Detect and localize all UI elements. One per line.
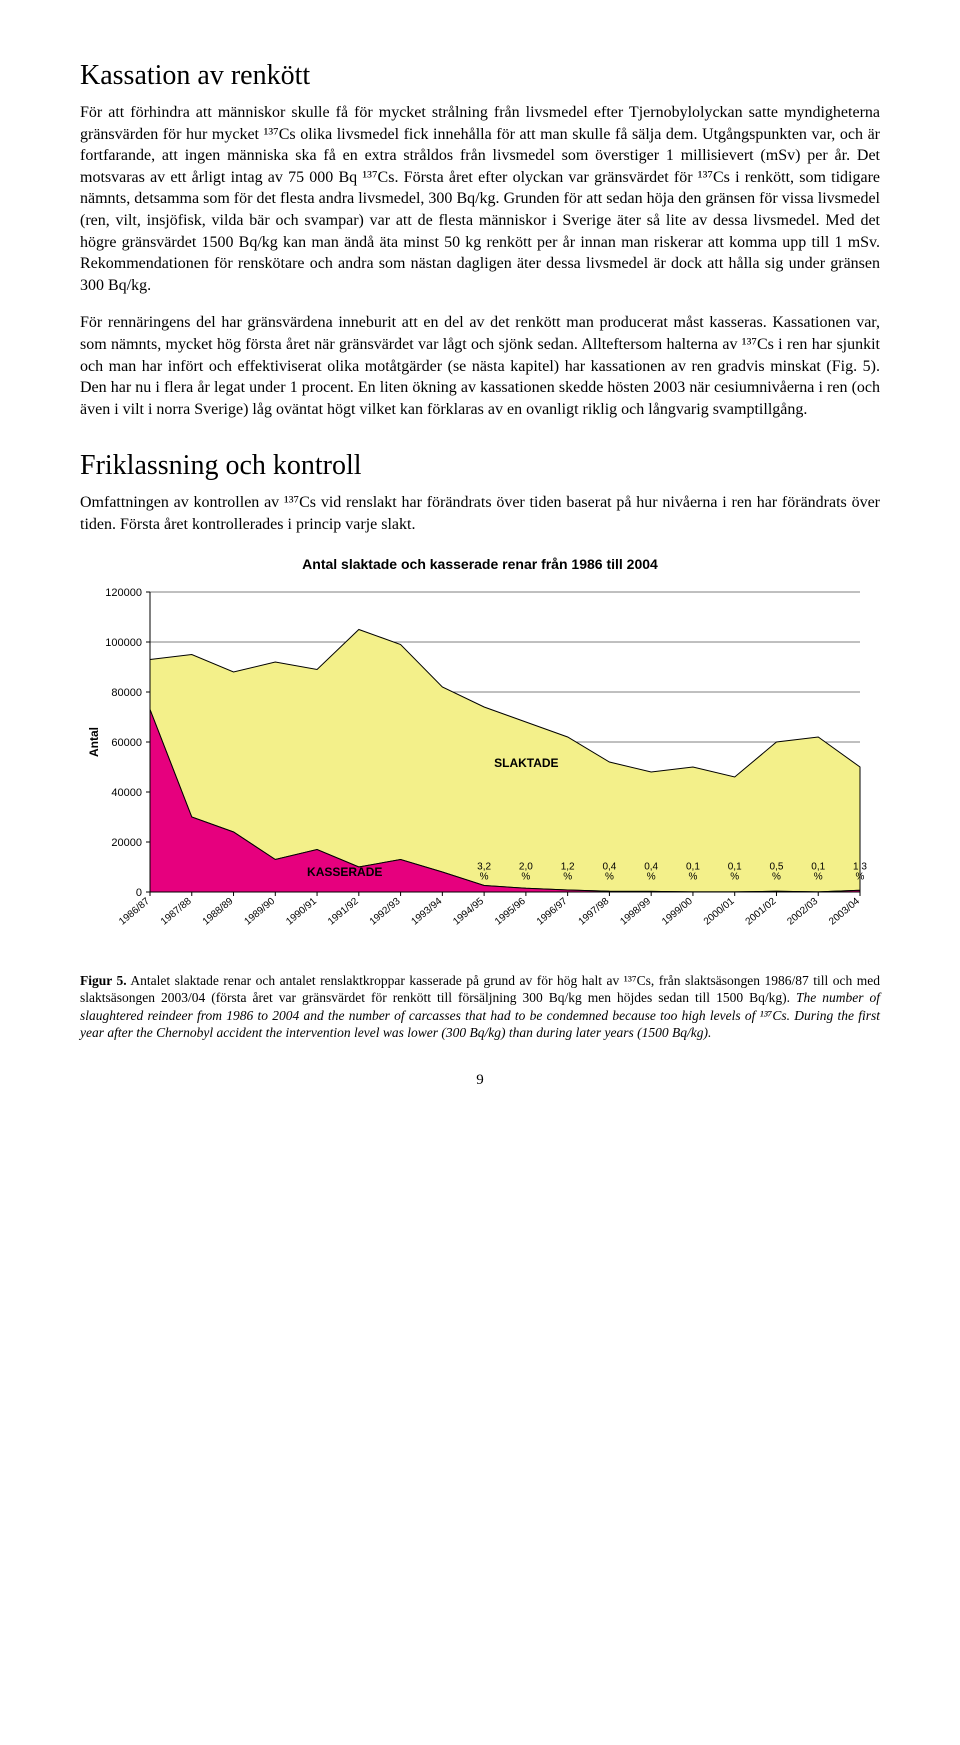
svg-text:0: 0 — [136, 887, 142, 899]
svg-text:1991/92: 1991/92 — [326, 895, 361, 927]
svg-text:%: % — [563, 871, 572, 882]
svg-text:KASSERADE: KASSERADE — [307, 864, 382, 878]
svg-text:1986/87: 1986/87 — [117, 895, 152, 927]
svg-text:1989/90: 1989/90 — [242, 895, 277, 927]
area-chart: 0 20000 40000 60000 80000 100000 120000 1986/87… — [80, 582, 880, 952]
section-heading-friklassning: Friklassning och kontroll — [80, 450, 880, 482]
svg-text:1987/88: 1987/88 — [159, 895, 194, 927]
svg-text:%: % — [647, 871, 656, 882]
svg-text:%: % — [856, 871, 865, 882]
svg-text:2000/01: 2000/01 — [702, 895, 737, 927]
svg-text:%: % — [772, 871, 781, 882]
chart-title: Antal slaktade och kasserade renar från … — [80, 556, 880, 572]
svg-text:1995/96: 1995/96 — [493, 895, 528, 927]
body-paragraph: För att förhindra att människor skulle f… — [80, 102, 880, 296]
svg-text:%: % — [814, 871, 823, 882]
page-number: 9 — [80, 1072, 880, 1089]
svg-text:Antal: Antal — [87, 727, 101, 757]
svg-text:1997/98: 1997/98 — [577, 895, 612, 927]
svg-text:1998/99: 1998/99 — [618, 895, 653, 927]
section-heading-kassation: Kassation av renkött — [80, 60, 880, 92]
svg-text:%: % — [730, 871, 739, 882]
svg-text:%: % — [480, 871, 489, 882]
svg-text:1996/97: 1996/97 — [535, 895, 570, 927]
svg-text:80000: 80000 — [111, 687, 142, 699]
caption-lead: Figur 5. — [80, 973, 127, 988]
svg-text:%: % — [688, 871, 697, 882]
svg-text:2001/02: 2001/02 — [744, 895, 779, 927]
svg-text:100000: 100000 — [105, 637, 142, 649]
svg-text:1988/89: 1988/89 — [201, 895, 236, 927]
svg-text:1992/93: 1992/93 — [368, 895, 403, 927]
body-paragraph: För rennäringens del har gränsvärdena in… — [80, 312, 880, 420]
svg-text:60000: 60000 — [111, 737, 142, 749]
body-paragraph: Omfattningen av kontrollen av ¹³⁷Cs vid … — [80, 492, 880, 535]
svg-text:%: % — [521, 871, 530, 882]
figure-caption: Figur 5. Antalet slaktade renar och anta… — [80, 972, 880, 1042]
svg-text:1990/91: 1990/91 — [284, 895, 319, 927]
svg-text:2002/03: 2002/03 — [785, 895, 820, 927]
svg-text:SLAKTADE: SLAKTADE — [494, 756, 558, 770]
svg-text:1999/00: 1999/00 — [660, 895, 695, 927]
svg-text:%: % — [605, 871, 614, 882]
svg-text:1993/94: 1993/94 — [410, 895, 445, 927]
svg-text:1994/95: 1994/95 — [451, 895, 486, 927]
caption-roman: Antalet slaktade renar och antalet rensl… — [80, 973, 880, 1006]
svg-text:40000: 40000 — [111, 787, 142, 799]
svg-text:2003/04: 2003/04 — [827, 895, 862, 927]
svg-text:20000: 20000 — [111, 837, 142, 849]
svg-text:120000: 120000 — [105, 587, 142, 599]
